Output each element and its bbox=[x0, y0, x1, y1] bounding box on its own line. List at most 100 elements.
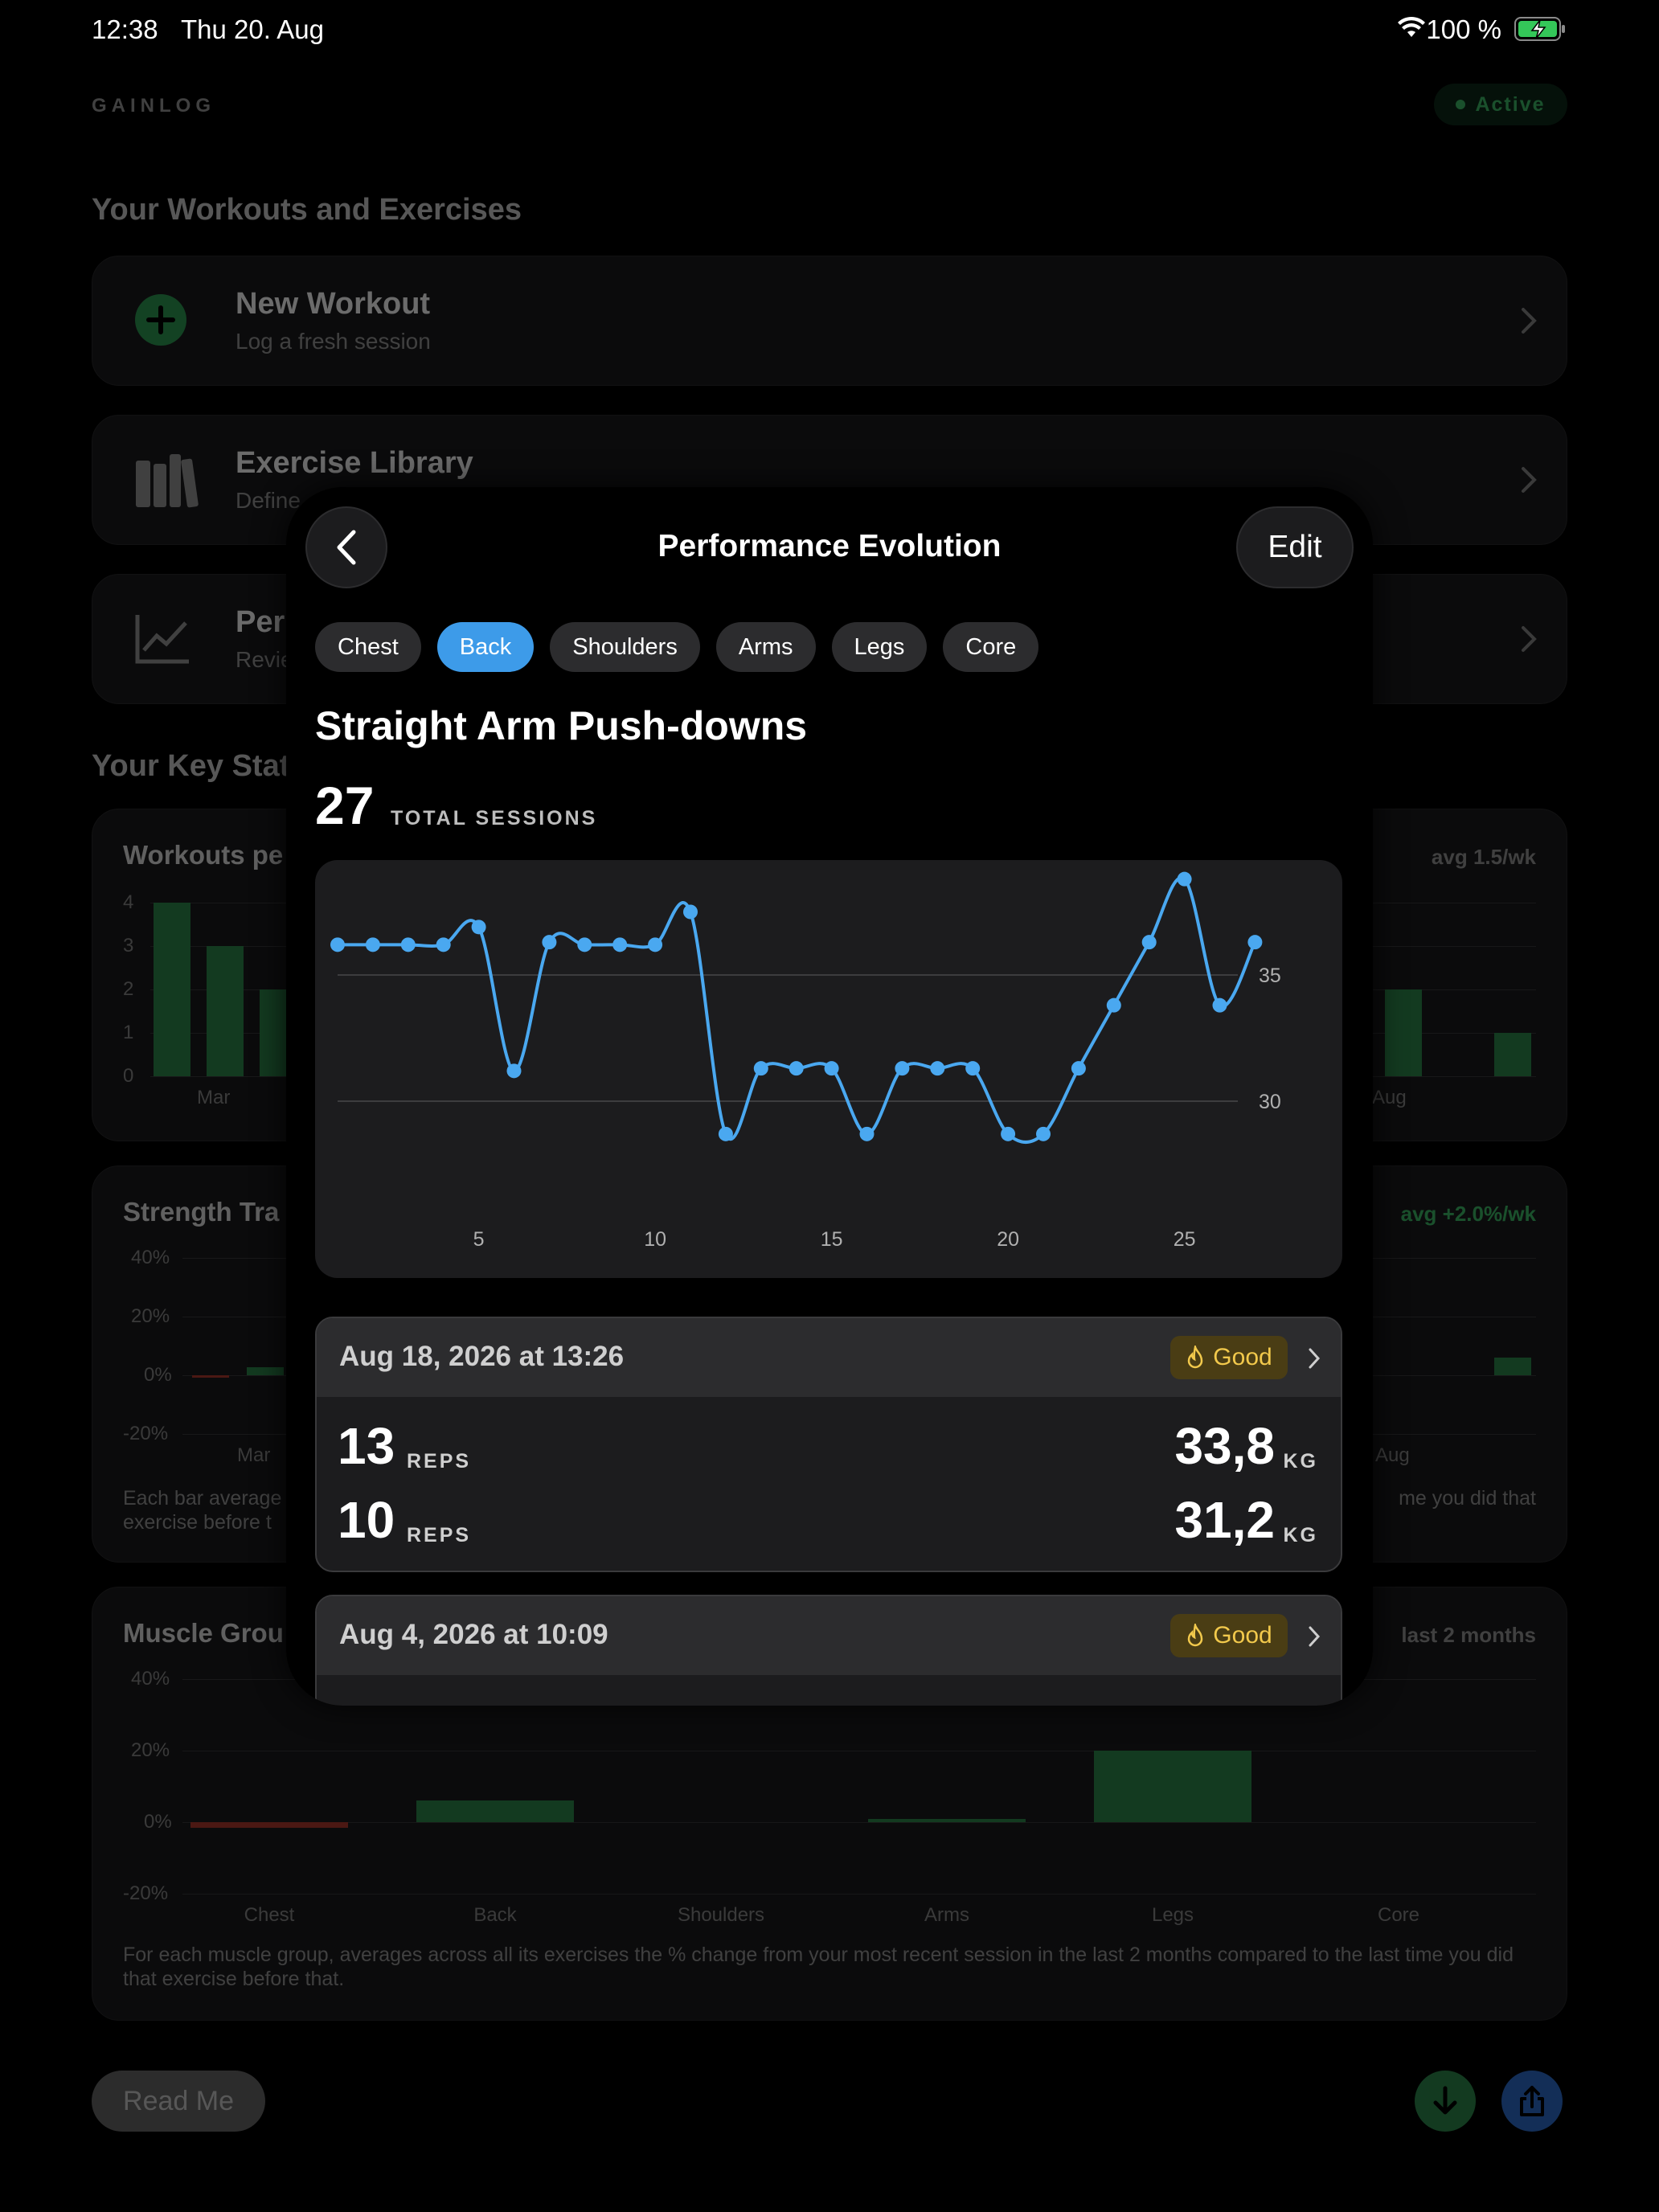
data-point bbox=[1071, 1061, 1086, 1076]
plus-circle-icon bbox=[135, 294, 186, 346]
muscle-group-bar bbox=[416, 1800, 574, 1822]
bar bbox=[1494, 1033, 1531, 1076]
data-point bbox=[612, 937, 628, 952]
data-point bbox=[1177, 871, 1192, 887]
x-tick-label: Back bbox=[473, 1904, 517, 1926]
x-tick-label: Shoulders bbox=[677, 1904, 765, 1926]
menu-title: New Workout bbox=[236, 287, 431, 321]
data-point bbox=[718, 1126, 733, 1141]
data-point bbox=[542, 935, 557, 950]
bar bbox=[247, 1367, 284, 1375]
chart-note: For each muscle group, averages across a… bbox=[123, 1944, 1514, 1990]
data-point bbox=[506, 1063, 522, 1079]
y-tick: 20% bbox=[131, 1305, 170, 1327]
data-point bbox=[436, 937, 451, 952]
chip-shoulders[interactable]: Shoulders bbox=[550, 622, 700, 672]
set-weight-unit: KG bbox=[1283, 1450, 1318, 1473]
session-entry[interactable]: Aug 18, 2026 at 13:26 Good 13 REPS 33,8 … bbox=[315, 1317, 1342, 1572]
data-point bbox=[1036, 1126, 1051, 1141]
set-reps: 10 bbox=[338, 1491, 395, 1549]
data-point bbox=[648, 937, 663, 952]
data-point bbox=[577, 937, 592, 952]
grid-line bbox=[182, 1894, 1536, 1895]
chart-trend-icon bbox=[135, 615, 189, 664]
x-tick-label: Core bbox=[1377, 1904, 1420, 1926]
data-point bbox=[1001, 1126, 1016, 1141]
data-point bbox=[1106, 997, 1121, 1013]
session-entry[interactable]: Aug 4, 2026 at 10:09 Good bbox=[315, 1595, 1342, 1706]
modal-title: Performance Evolution bbox=[657, 529, 1002, 563]
bar bbox=[1494, 1358, 1531, 1375]
x-tick: Mar bbox=[237, 1444, 271, 1466]
data-point bbox=[1212, 997, 1227, 1013]
set-weight: 31,2 bbox=[1174, 1491, 1275, 1549]
total-sessions-count: 27 bbox=[315, 776, 375, 835]
wifi-icon bbox=[1398, 16, 1425, 37]
y-tick: 0% bbox=[144, 1811, 172, 1833]
data-point bbox=[1247, 935, 1263, 950]
chevron-right-icon bbox=[1309, 1348, 1321, 1369]
y-tick: 20% bbox=[131, 1739, 170, 1761]
performance-chart: 30 35 5 10 15 20 25 bbox=[315, 860, 1342, 1278]
chip-legs[interactable]: Legs bbox=[831, 622, 928, 672]
menu-subtitle: Define bbox=[236, 488, 301, 513]
chip-arms[interactable]: Arms bbox=[715, 622, 816, 672]
arrow-down-icon bbox=[1433, 2086, 1457, 2115]
muscle-group-bar bbox=[1094, 1751, 1251, 1822]
set-reps-unit: REPS bbox=[407, 1450, 472, 1473]
section-heading-stats: Your Key Stat bbox=[92, 749, 290, 783]
flame-icon bbox=[1188, 1346, 1203, 1369]
stat-card-title: Workouts pe bbox=[123, 840, 284, 870]
stat-card-average: avg 1.5/wk bbox=[1431, 845, 1536, 869]
x-tick-label: 20 bbox=[997, 1228, 1019, 1251]
x-tick-label: 5 bbox=[473, 1228, 485, 1251]
session-entry-header bbox=[317, 1318, 1341, 1397]
status-badge: Active bbox=[1434, 84, 1567, 125]
chip-core[interactable]: Core bbox=[943, 622, 1039, 672]
session-date: Aug 18, 2026 at 13:26 bbox=[339, 1341, 625, 1372]
chip-back[interactable]: Back bbox=[436, 622, 535, 672]
y-tick-label: 35 bbox=[1259, 965, 1281, 987]
data-point bbox=[365, 937, 380, 952]
muscle-group-chips: Chest Back Shoulders Arms Legs Core bbox=[315, 622, 1039, 672]
flame-icon bbox=[1188, 1624, 1203, 1647]
chart-note: Each bar average exercise before t bbox=[123, 1487, 282, 1534]
status-date: Thu 20. Aug bbox=[181, 14, 324, 44]
y-tick: 2 bbox=[123, 978, 134, 1000]
x-tick-label: 15 bbox=[821, 1228, 843, 1251]
rating-badge: Good bbox=[1170, 1614, 1288, 1657]
performance-evolution-modal: Performance Evolution Edit Chest Back Sh… bbox=[286, 487, 1373, 1706]
chevron-left-icon bbox=[337, 530, 356, 565]
back-button[interactable] bbox=[305, 506, 387, 588]
menu-card-new-workout[interactable]: New Workout Log a fresh session bbox=[92, 256, 1567, 386]
data-point bbox=[330, 937, 345, 952]
battery-charging-icon bbox=[1514, 17, 1565, 41]
stat-card-period: last 2 months bbox=[1401, 1623, 1536, 1647]
share-icon bbox=[1520, 2086, 1544, 2116]
edit-button[interactable]: Edit bbox=[1236, 506, 1354, 588]
rating-badge: Good bbox=[1170, 1336, 1288, 1379]
status-dot-icon bbox=[1456, 100, 1466, 109]
books-icon bbox=[136, 454, 199, 508]
y-tick: 4 bbox=[123, 891, 134, 913]
chip-chest[interactable]: Chest bbox=[315, 622, 421, 672]
grid-line bbox=[182, 1822, 1536, 1823]
menu-title: Per bbox=[236, 605, 285, 639]
set-reps-unit: REPS bbox=[407, 1524, 472, 1546]
chevron-right-icon bbox=[1522, 467, 1537, 493]
set-weight-unit: KG bbox=[1283, 1524, 1318, 1546]
chevron-right-icon bbox=[1522, 626, 1537, 652]
app-brand: GAINLOG bbox=[92, 95, 215, 117]
download-button[interactable] bbox=[1415, 2071, 1476, 2132]
session-entry-header bbox=[317, 1596, 1341, 1675]
read-me-button[interactable]: Read Me bbox=[92, 2071, 265, 2132]
data-point bbox=[1141, 935, 1157, 950]
x-tick: Aug bbox=[1372, 1087, 1407, 1108]
x-tick-label: Legs bbox=[1151, 1904, 1194, 1926]
bar bbox=[1385, 989, 1422, 1076]
menu-title: Exercise Library bbox=[236, 446, 473, 480]
muscle-group-bar bbox=[868, 1818, 1026, 1822]
share-button[interactable] bbox=[1501, 2071, 1563, 2132]
chart-note: me you did that bbox=[1399, 1487, 1536, 1509]
total-sessions-label: TOTAL SESSIONS bbox=[391, 807, 598, 830]
